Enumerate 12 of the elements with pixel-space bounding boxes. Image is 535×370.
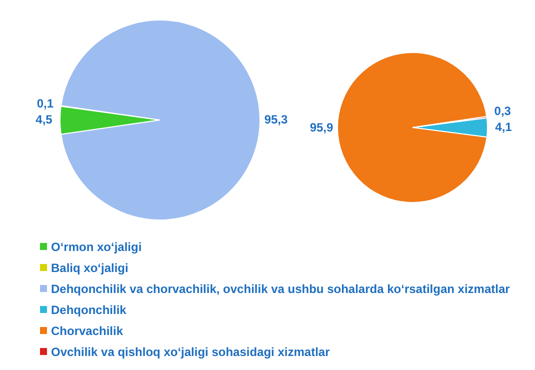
data-label: 4,1 xyxy=(495,120,512,134)
legend-label: Dehqonchilik va chorvachilik, ovchilik va ushbu sohalarda ko‘rsatilgan xizmatlar xyxy=(51,282,510,296)
legend-label: Chorvachilik xyxy=(51,324,124,338)
legend-label: O‘rmon xo‘jaligi xyxy=(51,240,142,254)
data-label: 4,5 xyxy=(36,112,53,127)
data-label: 0,1 xyxy=(36,96,54,111)
legend-label: Baliq xo‘jaligi xyxy=(51,260,128,274)
data-label: 95,9 xyxy=(310,120,334,135)
legend-label: Dehqonchilik xyxy=(51,302,126,316)
data-label: 0,3 xyxy=(494,104,512,118)
data-label: 95,3 xyxy=(264,112,288,126)
legend-label: Ovchilik va qishloq xo‘jaligi sohasidagi xizmatlar xyxy=(51,344,330,358)
